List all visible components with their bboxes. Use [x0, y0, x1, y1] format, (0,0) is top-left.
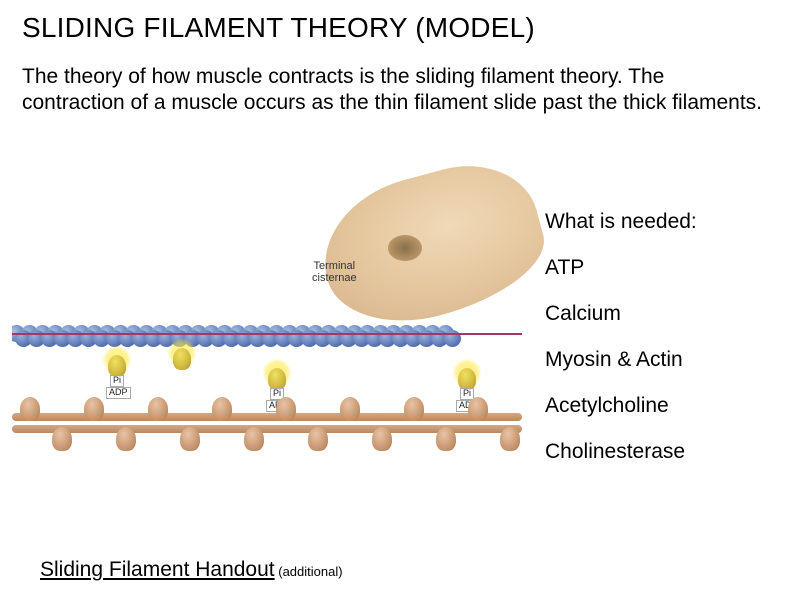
tropomyosin-strand: [12, 332, 522, 336]
needed-list: What is needed: ATP Calcium Myosin & Act…: [545, 210, 785, 486]
needed-item: Myosin & Actin: [545, 348, 785, 372]
slide-body-text: The theory of how muscle contracts is th…: [22, 64, 762, 117]
handout-link-text[interactable]: Sliding Filament Handout: [40, 558, 275, 581]
filament-diagram: Terminal cisternae Pi ADP Pi ADP Pi ADP: [12, 195, 522, 475]
needed-heading: What is needed:: [545, 210, 785, 234]
slide-title: SLIDING FILAMENT THEORY (MODEL): [22, 12, 778, 44]
handout-suffix: (additional): [275, 564, 343, 579]
handout-link[interactable]: Sliding Filament Handout (additional): [40, 558, 343, 582]
terminal-cisternae-shape: [302, 195, 502, 305]
needed-item: ATP: [545, 256, 785, 280]
myosin-filament: [12, 395, 522, 465]
slide-container: SLIDING FILAMENT THEORY (MODEL) The theo…: [0, 0, 800, 600]
pi-label: Pi: [110, 375, 124, 387]
needed-item: Acetylcholine: [545, 394, 785, 418]
actin-filament: [12, 325, 522, 361]
needed-item: Calcium: [545, 302, 785, 326]
terminal-cisternae-label: Terminal cisternae: [312, 260, 357, 284]
crossbridge: [167, 343, 197, 388]
needed-item: Cholinesterase: [545, 440, 785, 464]
